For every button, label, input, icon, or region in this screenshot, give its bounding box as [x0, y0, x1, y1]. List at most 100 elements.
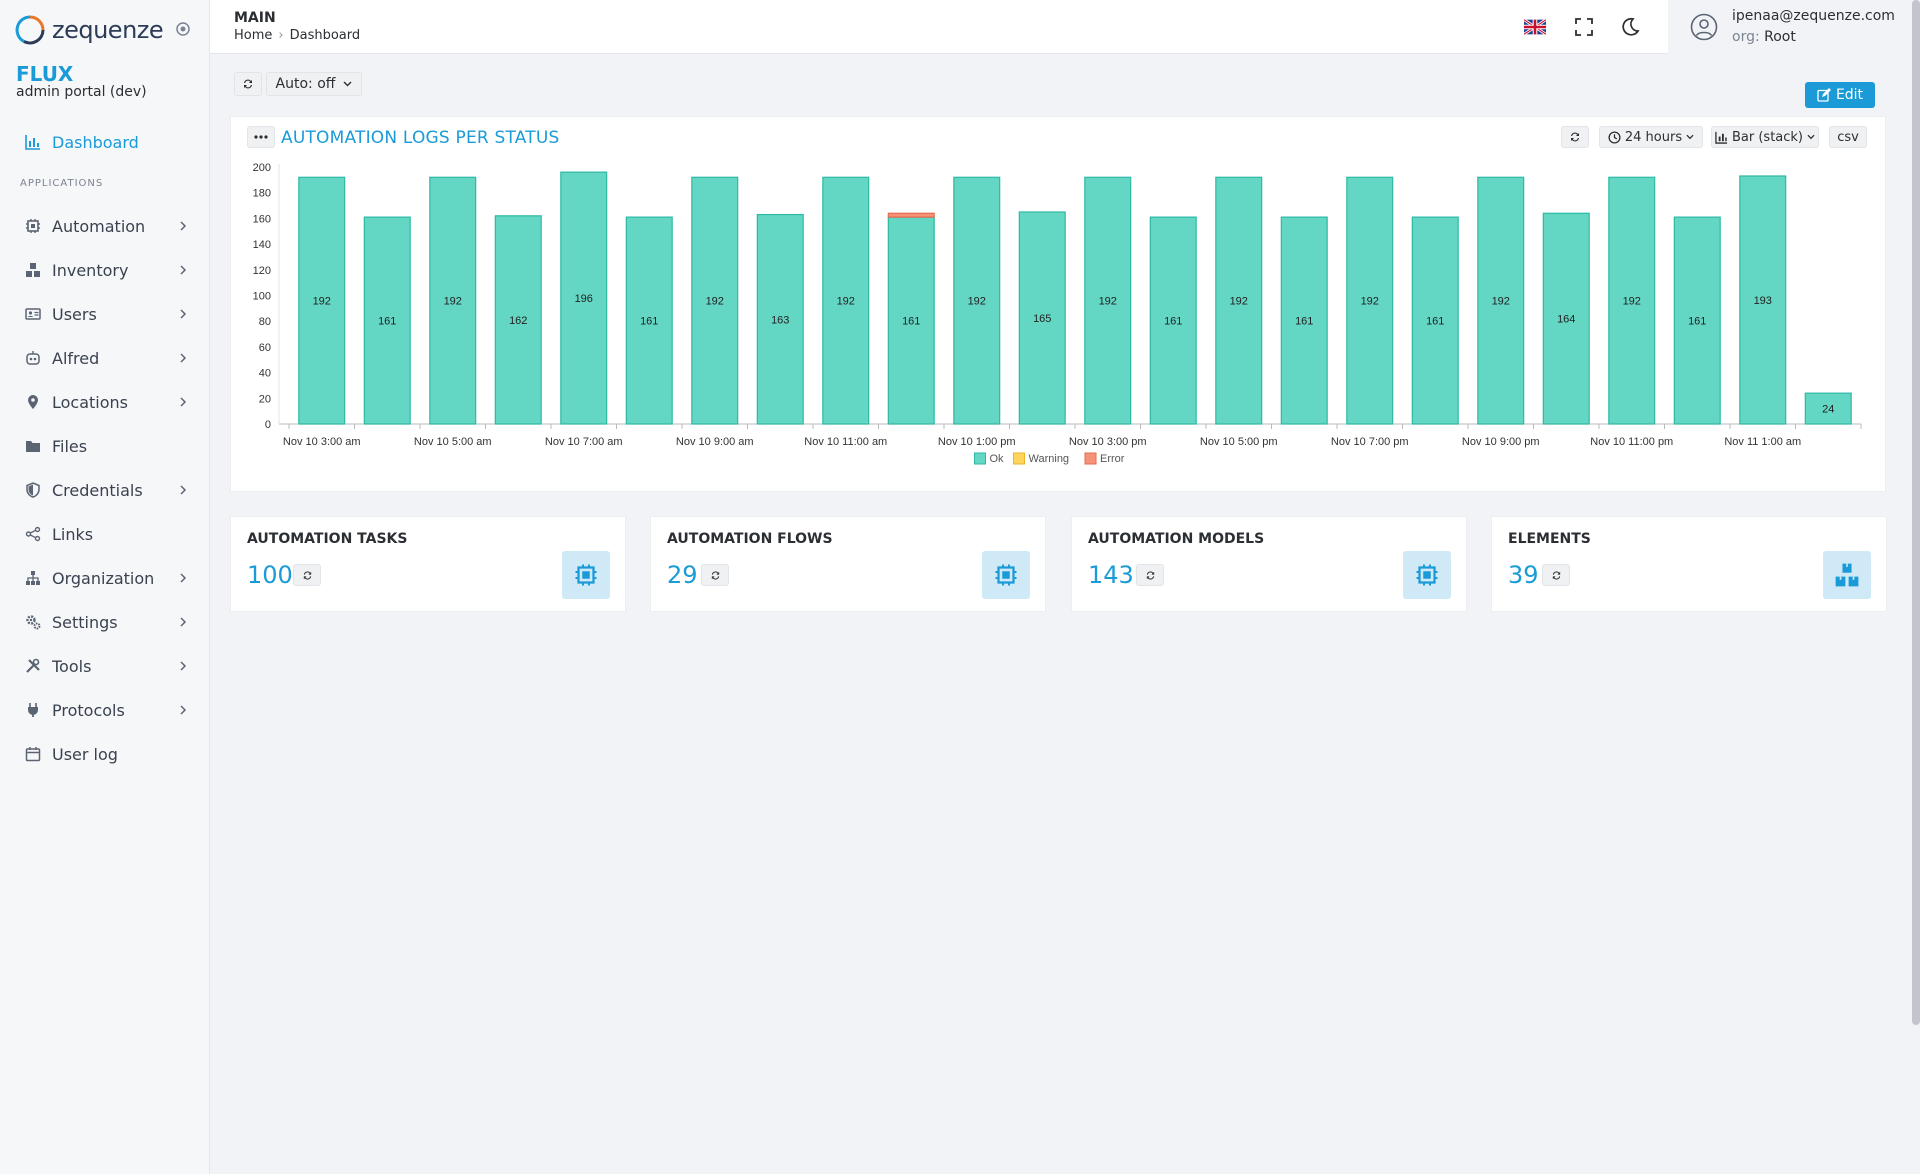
share-icon — [24, 525, 42, 543]
stat-card-automation-models: AUTOMATION MODELS 143 — [1071, 516, 1467, 612]
chevron-right-icon — [180, 573, 187, 583]
bar-data-label: 192 — [1230, 296, 1248, 308]
chevron-down-icon — [1807, 134, 1815, 140]
bar-ok — [756, 213, 804, 425]
bar-ok — [1739, 175, 1787, 425]
stat-card-elements: ELEMENTS 39 — [1491, 516, 1887, 612]
stat-refresh-button[interactable] — [293, 564, 321, 586]
brand-logo[interactable]: zequenze — [14, 14, 164, 46]
page-scrollbar[interactable] — [1900, 0, 1920, 1174]
auto-refresh-dropdown[interactable]: Auto: off — [266, 72, 362, 96]
sidebar-item-organization[interactable]: Organization — [0, 556, 210, 600]
bar-ok — [1477, 176, 1525, 425]
refresh-icon — [1552, 570, 1560, 580]
sidebar-item-protocols[interactable]: Protocols — [0, 688, 210, 732]
sidebar-item-user-log[interactable]: User log — [0, 732, 210, 776]
refresh-icon — [711, 570, 719, 580]
bar-ok — [363, 216, 411, 425]
cpu-icon — [1403, 551, 1451, 599]
stat-refresh-button[interactable] — [701, 564, 729, 586]
folder-icon — [24, 437, 42, 455]
dark-mode-moon-icon[interactable] — [1619, 17, 1641, 37]
x-tick-label: Nov 10 3:00 pm — [1069, 436, 1147, 448]
bar-data-label: 163 — [771, 314, 789, 326]
sidebar-item-label: User log — [52, 744, 118, 764]
breadcrumb-home[interactable]: Home — [234, 28, 273, 43]
sidebar-item-label: Settings — [52, 612, 118, 632]
chart-type-label: Bar (stack) — [1731, 129, 1804, 145]
bar-ok — [1280, 216, 1328, 425]
sidebar-item-label: Automation — [52, 216, 146, 236]
chevron-right-icon — [180, 397, 187, 407]
map-pin-icon — [24, 393, 42, 411]
chart-title: AUTOMATION LOGS PER STATUS — [281, 128, 560, 148]
bar-data-label: 161 — [1164, 316, 1182, 328]
chart-refresh-button[interactable] — [1561, 126, 1589, 148]
user-org: org: Root — [1732, 29, 1796, 45]
sidebar-item-links[interactable]: Links — [0, 512, 210, 556]
chart-type-dropdown[interactable]: Bar (stack) — [1711, 126, 1819, 148]
pin-sidebar-icon[interactable] — [175, 21, 191, 37]
sidebar-item-automation[interactable]: Automation — [0, 204, 210, 248]
legend-label: Ok — [990, 453, 1005, 465]
sidebar-item-locations[interactable]: Locations — [0, 380, 210, 424]
sidebar-item-label: Credentials — [52, 480, 143, 500]
scrollbar-thumb[interactable] — [1912, 0, 1920, 1025]
stat-value[interactable]: 143 — [1088, 561, 1134, 589]
user-menu[interactable]: ipenaa@zequenze.com org: Root — [1668, 0, 1900, 54]
sidebar-item-users[interactable]: Users — [0, 292, 210, 336]
stat-refresh-button[interactable] — [1136, 564, 1164, 586]
bar-data-label: 161 — [1295, 316, 1313, 328]
refresh-dashboard-button[interactable] — [234, 72, 262, 96]
bar-error — [887, 212, 935, 218]
sidebar-item-label: Links — [52, 524, 94, 544]
stat-value[interactable]: 29 — [667, 561, 698, 589]
auto-refresh-label: Auto: off — [275, 76, 336, 92]
sidebar-item-alfred[interactable]: Alfred — [0, 336, 210, 380]
legend-label: Warning — [1029, 453, 1070, 465]
stat-title: AUTOMATION MODELS — [1088, 531, 1265, 547]
sidebar-item-dashboard[interactable]: Dashboard — [0, 120, 210, 164]
time-range-dropdown[interactable]: 24 hours — [1599, 126, 1703, 148]
automation-logs-chart-card: AUTOMATION LOGS PER STATUS 24 hours Bar … — [230, 116, 1886, 492]
x-tick-label: Nov 10 5:00 am — [414, 436, 492, 448]
sitemap-icon — [24, 569, 42, 587]
chevron-right-icon — [180, 485, 187, 495]
stat-value[interactable]: 39 — [1508, 561, 1539, 589]
y-tick-label: 60 — [259, 342, 271, 354]
sidebar-item-label: Alfred — [52, 348, 100, 368]
chart-options-button[interactable] — [247, 126, 275, 148]
app-name: FLUX — [16, 62, 74, 86]
sidebar-item-inventory[interactable]: Inventory — [0, 248, 210, 292]
tools-icon — [24, 657, 42, 675]
stacked-bar-chart: 0 20 40 60 80 100 120 140 160 180 200 192 161 192 162 1… — [253, 162, 1862, 465]
sidebar-item-settings[interactable]: Settings — [0, 600, 210, 644]
bar-data-label: 161 — [378, 316, 396, 328]
legend-swatch-warning — [1013, 452, 1025, 465]
sidebar-item-label: Protocols — [52, 700, 125, 720]
sidebar-item-files[interactable]: Files — [0, 424, 210, 468]
stat-card-automation-flows: AUTOMATION FLOWS 29 — [650, 516, 1046, 612]
uk-flag-icon[interactable] — [1524, 17, 1546, 37]
cogs-icon — [24, 613, 42, 631]
time-range-label: 24 hours — [1624, 129, 1683, 145]
sidebar-item-tools[interactable]: Tools — [0, 644, 210, 688]
y-tick-label: 20 — [259, 393, 271, 405]
cpu-icon — [562, 551, 610, 599]
stat-value[interactable]: 100 — [247, 561, 293, 589]
sidebar-item-credentials[interactable]: Credentials — [0, 468, 210, 512]
y-tick-label: 180 — [253, 188, 271, 200]
stat-refresh-button[interactable] — [1542, 564, 1570, 586]
chart-bar-icon — [24, 133, 42, 151]
bar-ok — [494, 215, 542, 425]
bar-ok — [1673, 216, 1721, 425]
bar-ok — [1084, 176, 1132, 425]
bar-data-label: 192 — [1361, 296, 1379, 308]
csv-export-button[interactable]: csv — [1829, 126, 1867, 148]
user-email: ipenaa@zequenze.com — [1732, 8, 1895, 24]
shield-icon — [24, 481, 42, 499]
bar-ok — [298, 176, 346, 425]
fullscreen-icon[interactable] — [1573, 17, 1595, 37]
sidebar-nav: Dashboard APPLICATIONS Automation Invent… — [0, 120, 210, 776]
edit-dashboard-button[interactable]: Edit — [1805, 82, 1875, 108]
